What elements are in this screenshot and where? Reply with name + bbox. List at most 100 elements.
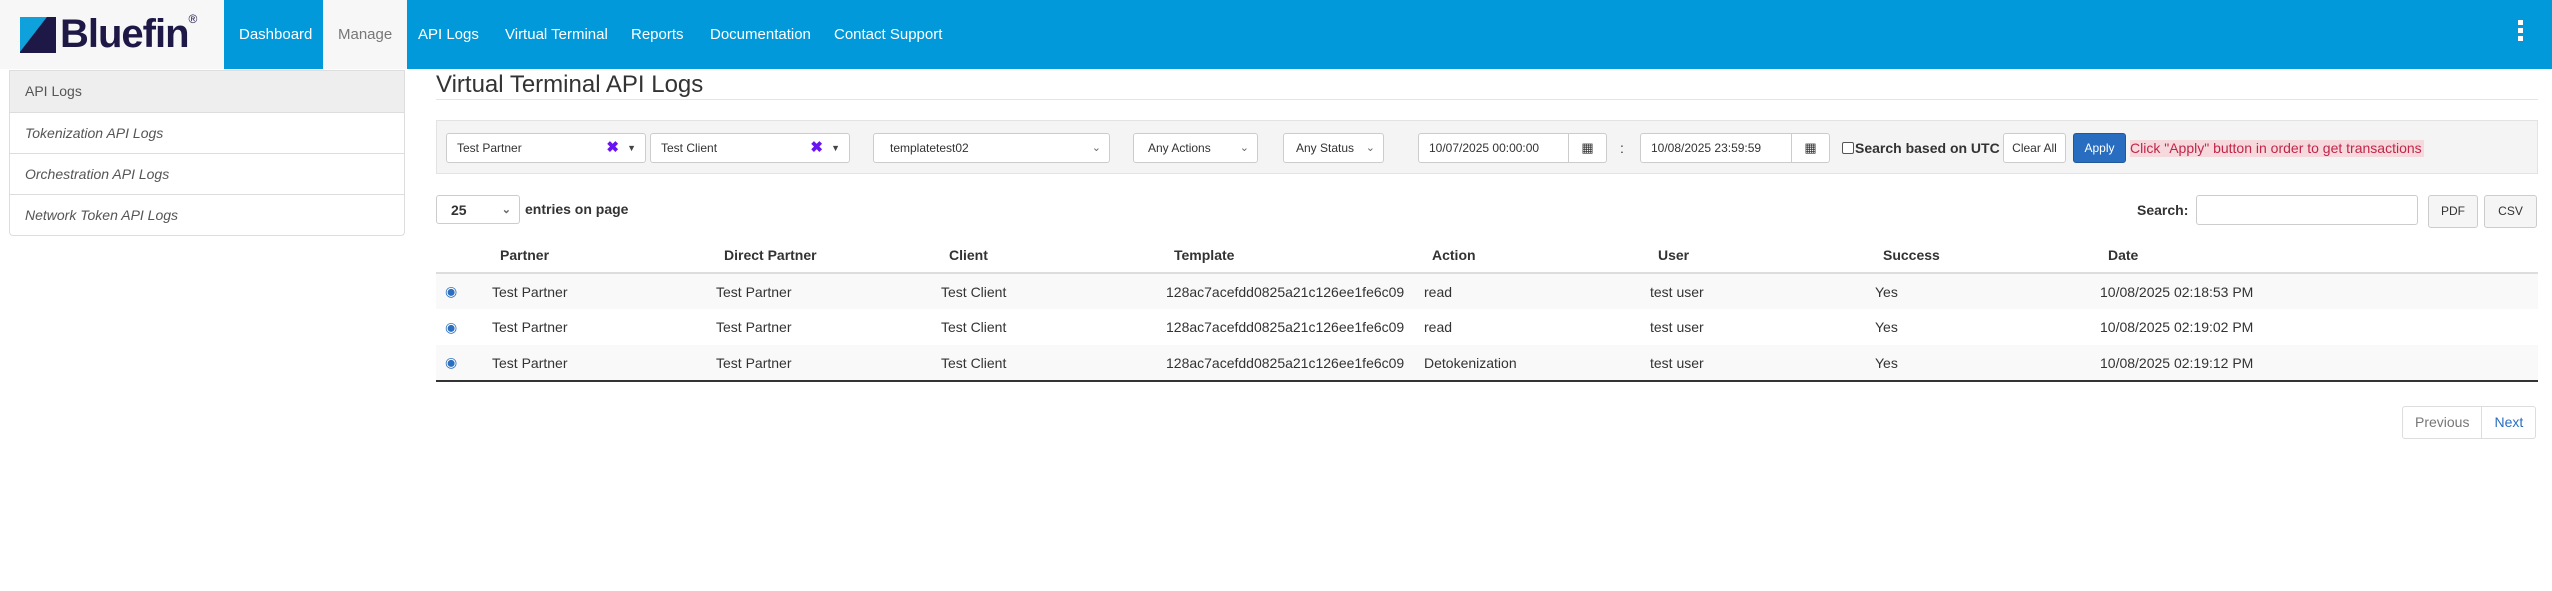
col-direct-partner[interactable]: Direct Partner: [716, 238, 941, 274]
cell-date: 10/08/2025 02:19:12 PM: [2100, 345, 2538, 382]
entries-label: entries on page: [525, 201, 629, 217]
utc-label: Search based on UTC: [1855, 140, 2000, 156]
sidebar-header: API Logs: [10, 71, 404, 112]
cell-success: Yes: [1875, 345, 2100, 382]
top-navbar: Bluefin ® Dashboard Manage API Logs Virt…: [0, 0, 2552, 69]
pdf-button[interactable]: PDF: [2428, 195, 2478, 228]
action-select[interactable]: Any Actions ⌄: [1133, 133, 1258, 163]
apply-hint-message: Click "Apply" button in order to get tra…: [2130, 140, 2424, 157]
utc-checkbox-label[interactable]: Search based on UTC: [1842, 140, 2000, 156]
sidebar-item-tokenization[interactable]: Tokenization API Logs: [10, 112, 404, 153]
clear-all-button[interactable]: Clear All: [2003, 133, 2066, 163]
client-value: Test Client: [661, 141, 718, 155]
sidebar-item-orchestration[interactable]: Orchestration API Logs: [10, 153, 404, 194]
date-from-input[interactable]: 10/07/2025 00:00:00 ▦: [1418, 133, 1607, 163]
cell-success: Yes: [1875, 283, 1898, 300]
view-eye-icon[interactable]: ◉: [436, 345, 492, 382]
calendar-icon[interactable]: ▦: [1791, 134, 1829, 162]
search-label: Search:: [2137, 202, 2189, 218]
cell-client: Test Client: [941, 283, 1007, 300]
logo-registered: ®: [188, 12, 198, 26]
col-date[interactable]: Date: [2100, 238, 2538, 274]
csv-button[interactable]: CSV: [2484, 195, 2537, 228]
action-value: Any Actions: [1148, 141, 1211, 155]
col-template[interactable]: Template: [1166, 238, 1424, 274]
cell-partner: Test Partner: [492, 345, 716, 382]
col-partner[interactable]: Partner: [492, 238, 716, 274]
apply-button[interactable]: Apply: [2073, 133, 2126, 163]
divider: [436, 99, 2538, 100]
caret-down-icon: ▼: [627, 143, 636, 153]
nav-reports[interactable]: Reports: [631, 26, 684, 43]
cell-direct-partner: Test Partner: [716, 319, 792, 335]
cell-client: Test Client: [941, 345, 1166, 382]
cell-date: 10/08/2025 02:19:02 PM: [2100, 319, 2254, 335]
cell-action: read: [1424, 283, 1453, 300]
date-separator: :: [1620, 140, 1624, 156]
cell-partner: Test Partner: [492, 283, 568, 300]
status-select[interactable]: Any Status ⌄: [1283, 133, 1384, 163]
col-view: [436, 238, 492, 274]
table-row: ◉ Test Partner Test Partner Test Client 128a…: [436, 273, 2538, 309]
cell-client: Test Client: [941, 319, 1007, 335]
entries-select[interactable]: 25 ⌄: [436, 195, 520, 224]
cell-action: Detokenization: [1424, 345, 1650, 382]
utc-checkbox[interactable]: [1842, 142, 1854, 154]
entries-value: 25: [451, 202, 467, 218]
view-eye-icon[interactable]: ◉: [445, 283, 458, 299]
col-client[interactable]: Client: [941, 238, 1166, 274]
col-action[interactable]: Action: [1424, 238, 1650, 274]
cell-success: Yes: [1875, 319, 1898, 335]
nav-manage[interactable]: Manage: [323, 0, 408, 69]
date-from-value: 10/07/2025 00:00:00: [1429, 141, 1540, 155]
chevron-down-icon: ⌄: [501, 204, 511, 216]
calendar-icon[interactable]: ▦: [1568, 134, 1606, 162]
next-button[interactable]: Next: [2494, 414, 2524, 430]
table-row: ◉ Test Partner Test Partner Test Client 128a…: [436, 309, 2538, 345]
chevron-down-icon: ⌄: [1091, 142, 1101, 154]
partner-select[interactable]: Test Partner ✖ ▼: [446, 133, 646, 163]
status-value: Any Status: [1296, 141, 1355, 155]
cell-date: 10/08/2025 02:18:53 PM: [2100, 283, 2254, 300]
clear-x-icon[interactable]: ✖: [810, 139, 823, 156]
nav-documentation[interactable]: Documentation: [710, 26, 811, 43]
nav-contact-support[interactable]: Contact Support: [834, 26, 943, 43]
chevron-down-icon: ⌄: [1239, 142, 1249, 154]
cell-partner: Test Partner: [492, 319, 568, 335]
partner-value: Test Partner: [457, 141, 522, 155]
date-to-input[interactable]: 10/08/2025 23:59:59 ▦: [1640, 133, 1830, 163]
col-success[interactable]: Success: [1875, 238, 2100, 274]
table-row: ◉ Test Partner Test Partner Test Client 128a…: [436, 345, 2538, 382]
nav-dashboard[interactable]: Dashboard: [239, 26, 313, 43]
date-to-value: 10/08/2025 23:59:59: [1651, 141, 1762, 155]
chevron-down-icon: ⌄: [1365, 142, 1375, 154]
cell-action: read: [1424, 319, 1453, 335]
cell-user: test user: [1650, 319, 1704, 335]
bluefin-logo[interactable]: Bluefin ®: [0, 0, 224, 69]
page-title: Virtual Terminal API Logs: [436, 71, 704, 98]
client-select[interactable]: Test Client ✖ ▼: [650, 133, 850, 163]
pagination: Previous Next: [2402, 406, 2537, 439]
sidebar-item-network-token[interactable]: Network Token API Logs: [10, 194, 404, 235]
cell-direct-partner: Test Partner: [716, 345, 941, 382]
api-logs-table: Partner Direct Partner Client Template A…: [436, 238, 2538, 382]
cell-template: 128ac7acefdd0825a21c126ee1fe6c09: [1166, 345, 1424, 382]
previous-button[interactable]: Previous: [2403, 407, 2483, 438]
cell-direct-partner: Test Partner: [716, 283, 792, 300]
caret-down-icon: ▼: [831, 143, 840, 153]
clear-x-icon[interactable]: ✖: [606, 139, 619, 156]
logo-text: Bluefin: [60, 12, 190, 56]
table-header-row: Partner Direct Partner Client Template A…: [436, 238, 2538, 274]
cell-template: 128ac7acefdd0825a21c126ee1fe6c09: [1166, 319, 1405, 335]
cell-user: test user: [1650, 283, 1704, 300]
view-eye-icon[interactable]: ◉: [445, 318, 458, 335]
template-value: templatetest02: [890, 141, 969, 155]
search-input[interactable]: [2196, 195, 2418, 225]
nav-api-logs[interactable]: API Logs: [418, 26, 479, 43]
cell-user: test user: [1650, 345, 1875, 382]
template-select[interactable]: templatetest02 ⌄: [873, 133, 1110, 163]
cell-template: 128ac7acefdd0825a21c126ee1fe6c09: [1166, 283, 1405, 300]
more-menu-icon[interactable]: [2518, 20, 2526, 44]
nav-virtual-terminal[interactable]: Virtual Terminal: [505, 26, 608, 43]
col-user[interactable]: User: [1650, 238, 1875, 274]
